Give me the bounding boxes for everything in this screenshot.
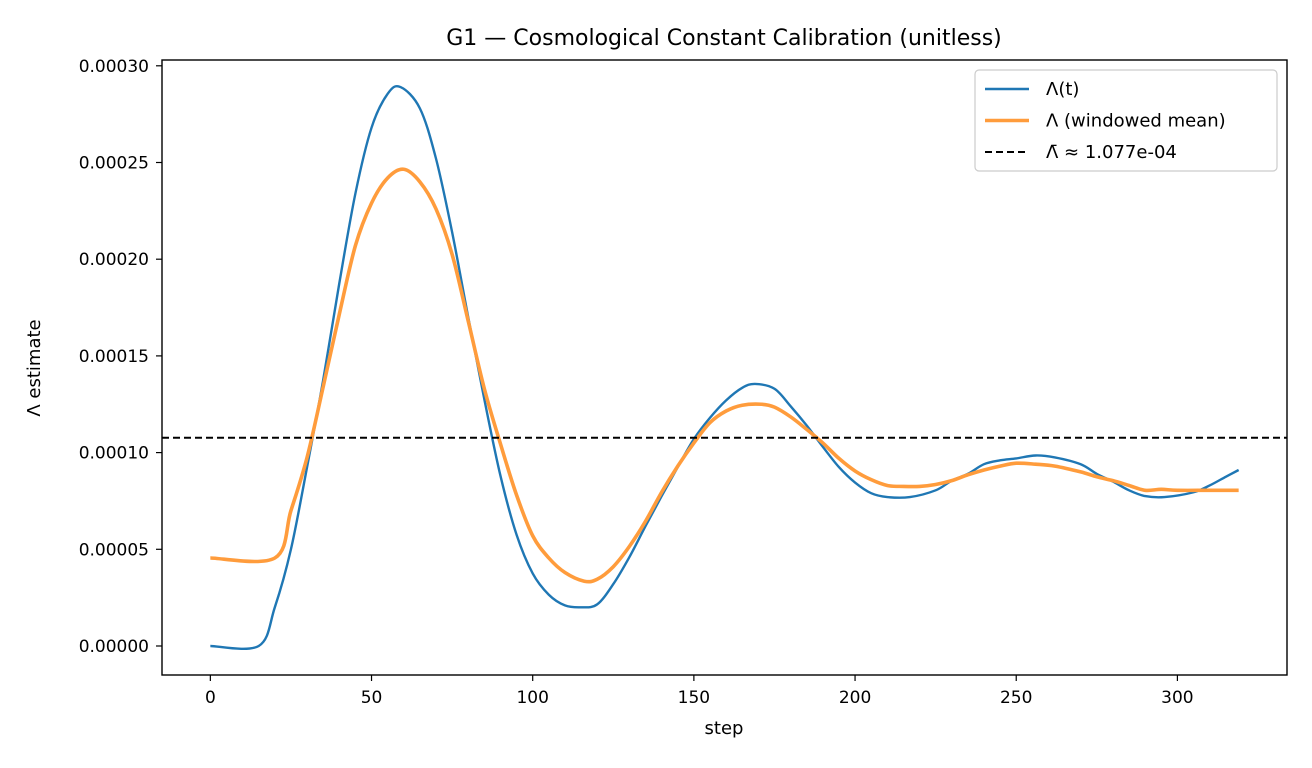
plot-series [162,84,1287,651]
legend: Λ(t) Λ (windowed mean) Λ̄ ≈ 1.077e-04 [974,69,1278,172]
x-tick-label: 150 [678,688,710,708]
legend-box [974,69,1278,172]
x-tick-label: 250 [1000,688,1032,708]
y-tick-label: 0.00025 [79,154,149,174]
plot-frame [161,59,1288,676]
legend-entry-label: Λ (windowed mean) [1046,111,1226,132]
series-line-lambda-t [210,84,1240,651]
y-tick-label: 0.00005 [79,540,149,560]
y-tick-label: 0.00015 [79,347,149,367]
y-axis-label: Λ estimate [24,319,45,416]
y-tick-label: 0.00030 [79,57,149,77]
x-tick-label: 300 [1161,688,1193,708]
x-tick-label: 200 [839,688,871,708]
series-line-windowed-mean [210,167,1239,584]
y-tick-label: 0.00010 [79,444,149,464]
y-tick-label: 0.00020 [79,250,149,270]
x-tick-label: 50 [361,688,383,708]
legend-entry-label: Λ̄ ≈ 1.077e-04 [1046,142,1177,163]
legend-entry-label: Λ(t) [1046,79,1079,100]
legend-items: Λ(t) Λ (windowed mean) Λ̄ ≈ 1.077e-04 [985,79,1226,163]
y-axis-ticks: 0.00000 0.00005 0.00010 0.00015 0.00020 0.000… [79,57,162,657]
x-axis-ticks: 0 50 100 150 200 250 300 [205,675,1194,708]
y-tick-label: 0.00000 [79,637,149,657]
x-tick-label: 100 [516,688,548,708]
chart-title: G1 — Cosmological Constant Calibration (… [446,26,1002,51]
x-tick-label: 0 [205,688,216,708]
x-axis-label: step [705,718,744,739]
